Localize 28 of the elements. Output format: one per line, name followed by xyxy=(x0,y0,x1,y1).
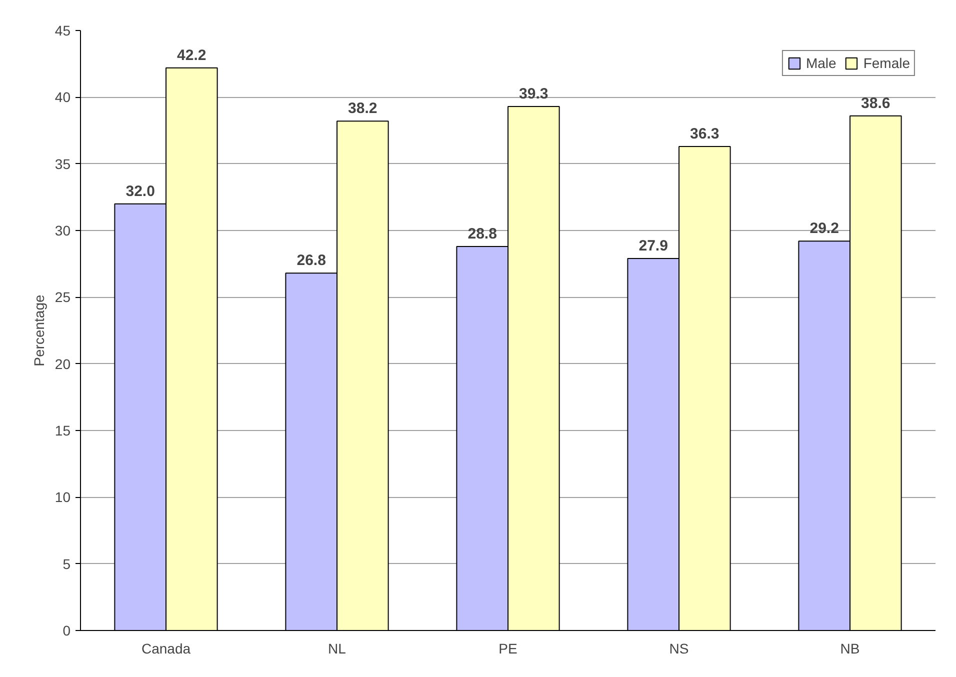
data-label: 26.8 xyxy=(296,252,326,270)
y-tick-label: 15 xyxy=(54,422,71,438)
y-tick-label: 10 xyxy=(54,489,71,506)
data-label: 28.8 xyxy=(468,226,497,242)
legend-label: Male xyxy=(806,55,836,71)
x-tick-label: Canada xyxy=(141,640,191,656)
x-tick-label: NB xyxy=(840,640,860,656)
y-tick-label: 30 xyxy=(54,222,71,238)
data-label: 39.3 xyxy=(519,86,548,102)
x-tick-label: NL xyxy=(328,640,346,656)
data-label: 27.9 xyxy=(638,238,668,254)
y-tick-label: 25 xyxy=(54,289,71,306)
y-axis-title: Percentage xyxy=(30,294,47,366)
y-tick-label: 0 xyxy=(62,622,71,638)
y-tick-label: 45 xyxy=(54,22,71,38)
data-label: 36.3 xyxy=(690,126,720,142)
y-tick-label: 5 xyxy=(62,556,71,572)
data-label: 38.6 xyxy=(861,94,890,112)
data-label: 38.2 xyxy=(348,100,378,118)
data-label: 42.2 xyxy=(177,46,206,64)
y-tick-label: 40 xyxy=(54,89,71,106)
y-tick-label: 20 xyxy=(54,356,71,372)
y-tick-label: 35 xyxy=(54,156,71,172)
data-label: 29.2 xyxy=(810,220,839,238)
legend-label: Female xyxy=(863,55,910,71)
data-label: 32.0 xyxy=(126,182,155,200)
x-tick-label: PE xyxy=(498,640,518,656)
x-tick-label: NS xyxy=(669,640,689,656)
